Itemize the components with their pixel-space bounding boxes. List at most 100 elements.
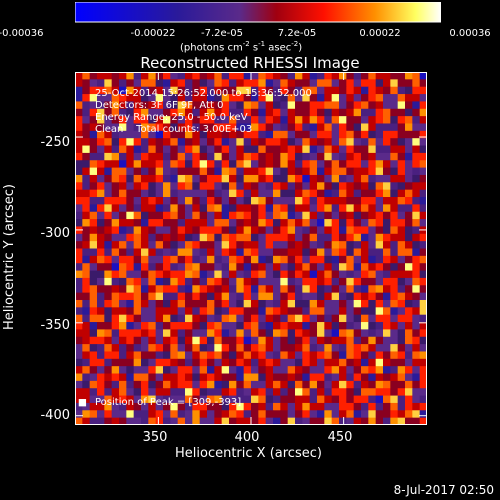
heatmap-cell <box>412 226 421 235</box>
heatmap-cell <box>126 402 135 411</box>
heatmap-cell <box>89 160 98 168</box>
heatmap-cell <box>251 189 259 198</box>
heatmap-cell <box>170 388 179 396</box>
heatmap-cell <box>199 366 208 374</box>
heatmap-cell <box>82 72 91 80</box>
heatmap-cell <box>97 197 105 205</box>
heatmap-cell <box>199 233 208 242</box>
heatmap-cell <box>89 358 98 367</box>
heatmap-cell <box>177 366 186 374</box>
heatmap-cell <box>126 204 135 213</box>
heatmap-cell <box>331 241 340 249</box>
heatmap-cell <box>199 388 208 396</box>
heatmap-cell <box>353 130 362 139</box>
heatmap-cell <box>368 255 377 264</box>
heatmap-cell <box>397 292 406 301</box>
heatmap-cell <box>324 174 333 183</box>
heatmap-cell <box>251 160 259 168</box>
heatmap-cell <box>199 86 208 95</box>
heatmap-cell <box>177 373 186 382</box>
heatmap-cell <box>280 79 289 88</box>
heatmap-cell <box>295 402 303 411</box>
heatmap-cell <box>141 79 149 88</box>
heatmap-cell <box>273 72 281 80</box>
heatmap-cell <box>287 314 296 323</box>
heatmap-cell <box>375 351 384 360</box>
heatmap-cell <box>236 189 245 198</box>
heatmap-cell <box>419 292 427 301</box>
heatmap-cell <box>339 410 347 419</box>
heatmap-cell <box>163 402 171 411</box>
heatmap-cell <box>302 219 311 227</box>
heatmap-cell <box>133 358 142 367</box>
heatmap-cell <box>214 366 223 374</box>
heatmap-cell <box>82 94 91 102</box>
heatmap-cell <box>155 204 164 213</box>
heatmap-cell <box>331 410 340 419</box>
heatmap-cell <box>119 380 127 389</box>
heatmap-cell <box>265 314 274 323</box>
heatmap-cell <box>155 226 164 235</box>
heatmap-cell <box>141 373 149 382</box>
heatmap-cell <box>221 72 230 80</box>
heatmap-cell <box>119 160 127 168</box>
heatmap-cell <box>126 322 135 330</box>
heatmap-cell <box>221 219 230 227</box>
heatmap-cell <box>383 174 391 183</box>
heatmap-cell <box>133 366 142 374</box>
heatmap-cell <box>368 145 377 154</box>
heatmap-cell <box>317 402 325 411</box>
heatmap-cell <box>163 373 171 382</box>
heatmap-cell <box>141 145 149 154</box>
heatmap-cell <box>163 292 171 301</box>
heatmap-cell <box>324 233 333 242</box>
heatmap-cell <box>361 160 369 168</box>
heatmap-cell <box>148 299 157 308</box>
heatmap-cell <box>221 145 230 154</box>
heatmap-cell <box>317 277 325 286</box>
heatmap-cell <box>324 72 333 80</box>
heatmap-cell <box>287 233 296 242</box>
heatmap-cell <box>229 402 237 411</box>
heatmap-cell <box>163 329 171 338</box>
heatmap-cell <box>397 322 406 330</box>
heatmap-cell <box>199 292 208 301</box>
heatmap-cell <box>155 86 164 95</box>
heatmap-cell <box>163 270 171 279</box>
heatmap-cell <box>104 219 113 227</box>
heatmap-cell <box>75 145 83 154</box>
heatmap-cell <box>280 322 289 330</box>
heatmap-cell <box>82 380 91 389</box>
heatmap-cell <box>126 145 135 154</box>
heatmap-cell <box>199 395 208 404</box>
heatmap-cell <box>170 410 179 419</box>
heatmap-cell <box>339 86 347 95</box>
heatmap-cell <box>177 101 186 110</box>
heatmap-cell <box>104 380 113 389</box>
heatmap-cell <box>287 160 296 168</box>
heatmap-cell <box>331 174 340 183</box>
heatmap-cell <box>89 204 98 213</box>
heatmap-cell <box>185 255 193 264</box>
heatmap-cell <box>229 152 237 161</box>
heatmap-cell <box>177 108 186 117</box>
heatmap-cell <box>383 211 391 220</box>
heatmap-cell <box>390 366 399 374</box>
heatmap-cell <box>331 167 340 176</box>
heatmap-cell <box>397 86 406 95</box>
heatmap-cell <box>141 277 149 286</box>
heatmap-cell <box>192 277 201 286</box>
heatmap-cell <box>119 211 127 220</box>
colorbar-tick: 7.2e-05 <box>277 28 317 39</box>
heatmap-cell <box>273 263 281 271</box>
heatmap-cell <box>89 167 98 176</box>
heatmap-cell <box>346 233 355 242</box>
heatmap-cell <box>405 380 413 389</box>
heatmap-cell <box>170 211 179 220</box>
heatmap-cell <box>280 410 289 419</box>
heatmap-cell <box>339 255 347 264</box>
heatmap-cell <box>331 226 340 235</box>
heatmap-cell <box>265 94 274 102</box>
heatmap-cell <box>339 108 347 117</box>
heatmap-cell <box>104 79 113 88</box>
